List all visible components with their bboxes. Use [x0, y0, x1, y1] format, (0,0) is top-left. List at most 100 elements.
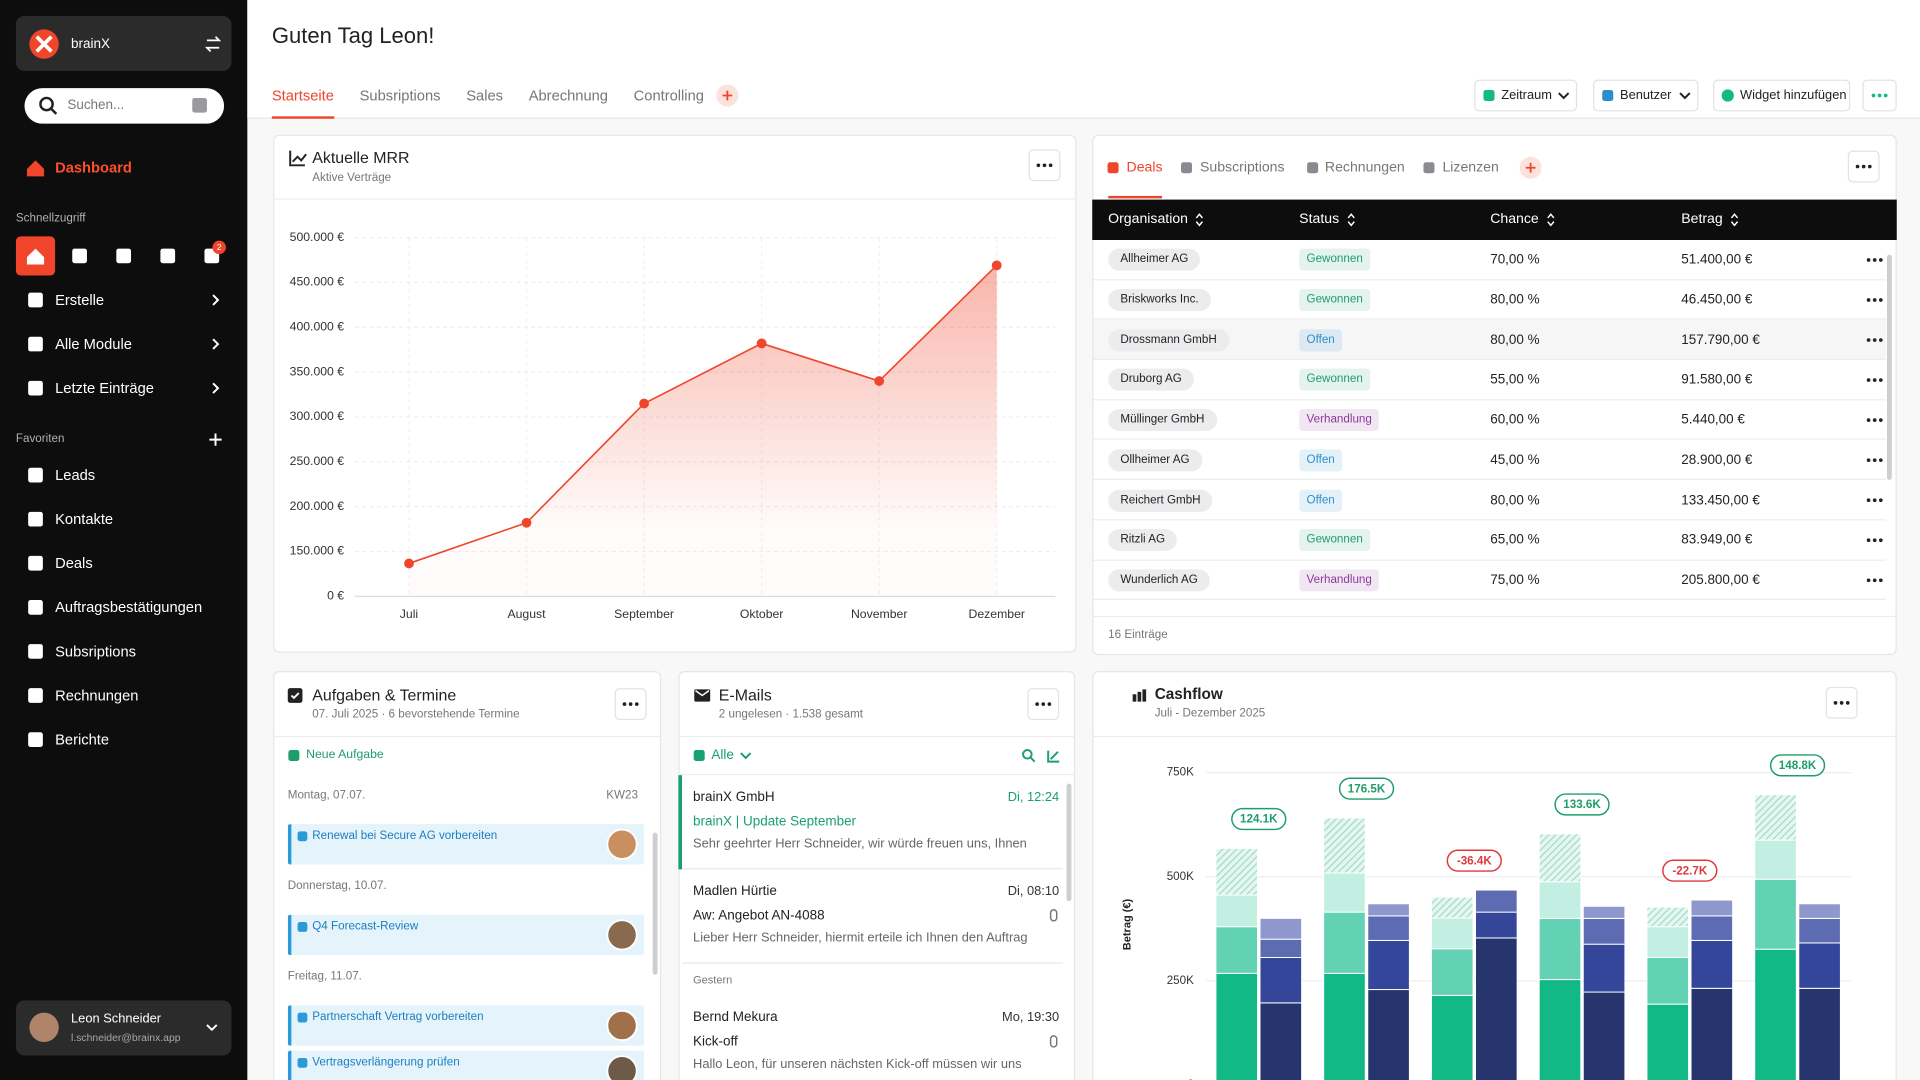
email-from: Madlen Hürtie [693, 884, 777, 899]
organisation-chip[interactable]: Wunderlich AG [1108, 569, 1211, 592]
nav-active[interactable]: Dashboard [55, 159, 132, 177]
tab[interactable]: Deals [1126, 160, 1163, 176]
card-subtitle: 2 ungelesen · 1.538 gesamt [718, 707, 863, 722]
chance: 70,00 % [1490, 252, 1540, 268]
email[interactable] [682, 869, 1063, 964]
nav-item[interactable]: Leads [55, 466, 96, 484]
sort-icon[interactable] [1546, 212, 1555, 226]
cashflow-card [1092, 671, 1897, 1080]
more-button[interactable] [1027, 688, 1060, 720]
email-time: Di, 12:24 [1007, 789, 1060, 805]
nav-item[interactable]: Subsriptions [55, 642, 136, 660]
amount: 83.949,00 € [1681, 532, 1753, 548]
email-time: Di, 08:10 [1007, 884, 1060, 899]
day-label: Montag, 07.07. [287, 788, 366, 803]
nav-item[interactable]: Letzte Einträge [55, 379, 154, 397]
tab[interactable]: Startseite [271, 86, 334, 119]
button-label: Zeitraum [1501, 88, 1552, 103]
task[interactable] [287, 824, 645, 865]
new-task[interactable]: Neue Aufgabe [306, 748, 384, 762]
greeting: Guten Tag Leon! [271, 23, 435, 48]
table-row[interactable] [1093, 480, 1886, 521]
brand-box[interactable] [15, 15, 232, 72]
tab[interactable]: Subsriptions [359, 86, 441, 105]
quick-home[interactable] [15, 236, 56, 276]
sort-icon[interactable] [1730, 212, 1739, 226]
table-row[interactable] [1093, 520, 1886, 561]
nav-item[interactable]: Rechnungen [55, 686, 139, 705]
tab-underline [1108, 195, 1163, 199]
task-title: Renewal bei Secure AG vorbereiten [312, 828, 498, 843]
nav-item[interactable]: Erstelle [55, 291, 105, 309]
task[interactable] [287, 1005, 645, 1046]
amount: 51.400,00 € [1681, 252, 1753, 268]
nav-item[interactable]: Kontakte [55, 510, 114, 528]
card-title: E-Mails [718, 685, 772, 705]
email-subject: Aw: Angebot AN-4088 [693, 908, 825, 924]
more-button[interactable] [1862, 79, 1897, 112]
column-header[interactable]: Chance [1490, 211, 1555, 228]
email[interactable] [682, 775, 1063, 870]
more-button[interactable] [1847, 150, 1880, 183]
more-button[interactable] [614, 688, 647, 720]
column-header[interactable]: Organisation [1108, 211, 1204, 228]
organisation-chip[interactable]: Briskworks Inc. [1108, 288, 1211, 312]
tab[interactable]: Rechnungen [1324, 160, 1405, 176]
chance: 80,00 % [1490, 492, 1540, 508]
table-row[interactable] [1093, 400, 1886, 441]
search-placeholder[interactable]: Suchen... [67, 97, 125, 113]
day-label: Freitag, 11.07. [287, 969, 362, 984]
task[interactable] [287, 914, 645, 956]
tab-bar: Startseite Subsriptions Sales Abrechnung Con… [271, 86, 704, 119]
more-button[interactable] [1825, 686, 1858, 719]
divider [273, 735, 662, 738]
week-label: KW23 [606, 788, 638, 803]
organisation-chip[interactable]: Ritzli AG [1108, 529, 1178, 552]
group-label: Gestern [693, 973, 733, 986]
column-label: Chance [1490, 211, 1539, 227]
organisation-chip[interactable]: Drossmann GmbH [1108, 329, 1229, 352]
table-row[interactable] [1093, 280, 1886, 321]
header-button[interactable] [1713, 79, 1851, 112]
user-name: Leon Schneider [71, 1011, 162, 1027]
table-row[interactable] [1093, 440, 1886, 481]
nav-item[interactable]: Deals [55, 554, 93, 572]
organisation-chip[interactable]: Reichert GmbH [1108, 489, 1213, 512]
column-header[interactable]: Betrag [1681, 211, 1738, 228]
tab[interactable]: Abrechnung [528, 86, 608, 105]
search-box[interactable] [24, 88, 225, 124]
nav-item[interactable]: Berichte [55, 731, 110, 749]
email-from: Bernd Mekura [693, 1010, 778, 1025]
sort-icon[interactable] [1195, 212, 1204, 226]
card-subtitle: Juli - Dezember 2025 [1154, 706, 1266, 720]
status-chip: Gewonnen [1299, 529, 1371, 552]
chance: 55,00 % [1490, 372, 1540, 388]
section-label: Schnellzugriff [15, 211, 86, 226]
status-chip: Offen [1299, 449, 1343, 472]
tab[interactable]: Sales [466, 86, 503, 105]
table-row[interactable] [1093, 240, 1886, 281]
more-button[interactable] [1028, 149, 1061, 182]
nav-item[interactable]: Alle Module [55, 335, 132, 353]
tab[interactable]: Lizenzen [1442, 160, 1499, 176]
task[interactable] [287, 1050, 645, 1080]
table-row[interactable] [1093, 560, 1886, 601]
organisation-chip[interactable]: Allheimer AG [1108, 248, 1201, 271]
scrollbar [652, 832, 658, 975]
sort-icon[interactable] [1346, 212, 1355, 226]
email-time: Mo, 19:30 [1001, 1010, 1060, 1025]
tab[interactable]: Subscriptions [1200, 160, 1285, 176]
chance: 45,00 % [1490, 452, 1540, 468]
email-subject: brainX | Update September [693, 814, 857, 829]
tab[interactable]: Controlling [633, 86, 704, 105]
table-row[interactable] [1093, 360, 1886, 401]
nav-item[interactable]: Auftragsbestätigungen [55, 598, 203, 616]
chance: 65,00 % [1490, 532, 1540, 548]
column-header[interactable]: Status [1299, 211, 1355, 228]
organisation-chip[interactable]: Müllinger GmbH [1108, 409, 1217, 432]
filter[interactable]: Alle [711, 748, 734, 763]
section-label: Favoriten [15, 432, 65, 446]
organisation-chip[interactable]: Ollheimer AG [1108, 449, 1202, 472]
organisation-chip[interactable]: Druborg AG [1108, 369, 1195, 392]
